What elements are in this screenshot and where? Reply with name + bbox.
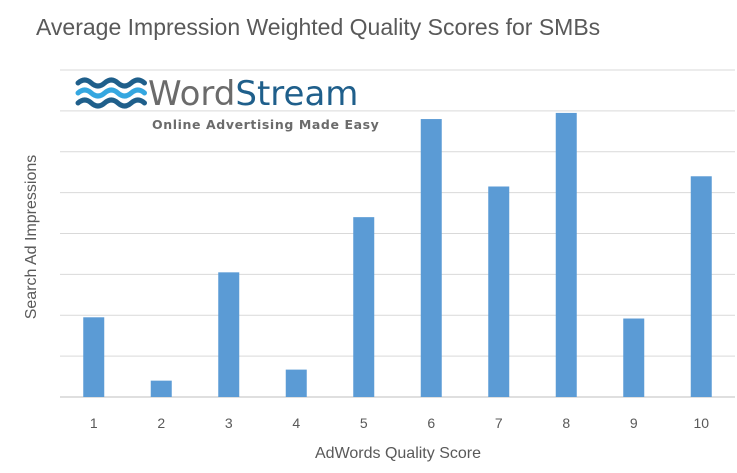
x-tick-label: 8 [562,415,570,431]
bars [83,112,712,398]
bar-8 [555,112,577,397]
x-tick-label: 10 [693,415,709,431]
bar-1 [83,317,105,397]
x-axis-label: AdWords Quality Score [315,445,481,462]
logo-wordmark: WordStream [148,74,358,114]
bar-2 [150,380,172,397]
wordstream-logo: WordStream Online Advertising Made Easy [75,74,379,132]
bar-5 [353,217,375,397]
bar-10 [690,176,712,397]
bar-6 [420,119,442,398]
logo-word-part1: Word [148,74,235,114]
bar-9 [623,318,645,397]
bar-7 [488,186,510,397]
x-tick-label: 7 [495,415,503,431]
gridlines [60,69,735,398]
chart-title: Average Impression Weighted Quality Scor… [36,14,601,40]
x-tick-label: 1 [90,415,98,431]
x-tick-label: 2 [157,415,165,431]
x-tick-label: 3 [225,415,233,431]
wave-icon [75,77,147,109]
x-tick-labels: 1 2 3 4 5 6 7 8 9 10 [90,415,709,431]
logo-tagline: Online Advertising Made Easy [152,117,379,132]
bar-3 [218,272,240,397]
logo-word-part2: Stream [235,74,358,114]
x-tick-label: 4 [292,415,300,431]
x-tick-label: 5 [360,415,368,431]
x-tick-label: 6 [427,415,435,431]
x-tick-label: 9 [630,415,638,431]
y-axis-label: Search Ad Impressions [23,155,40,320]
bar-4 [285,369,307,397]
